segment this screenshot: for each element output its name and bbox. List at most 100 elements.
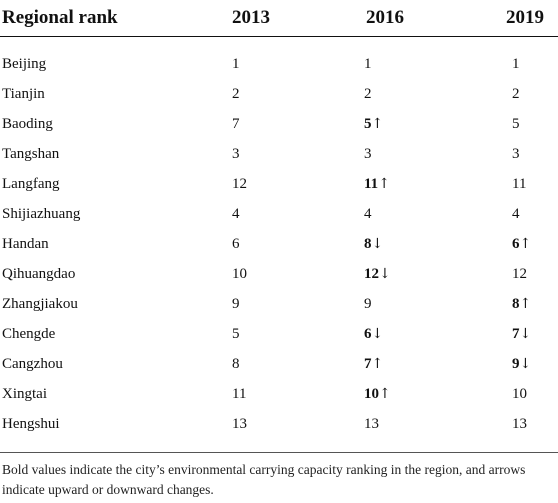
arrow-up-icon: ↑ bbox=[378, 175, 390, 192]
table-row: Tianjin 2 2 2 bbox=[0, 79, 558, 109]
rank-2013-cell: 4 bbox=[232, 205, 240, 222]
rank-2016-cell: 7↑ bbox=[362, 349, 496, 379]
rank-2016-cell: 9 bbox=[362, 289, 496, 319]
city-name-cell: Tangshan bbox=[2, 145, 60, 162]
rank-value: 4 bbox=[364, 205, 372, 222]
rank-value: 6 bbox=[512, 235, 520, 252]
city-name-cell: Zhangjiakou bbox=[2, 295, 78, 312]
rank-2013-cell: 12 bbox=[232, 175, 247, 192]
table-row: Tangshan 3 3 3 bbox=[0, 139, 558, 169]
rank-value: 6 bbox=[364, 325, 372, 342]
rank-2013-cell: 8 bbox=[232, 355, 240, 372]
arrow-down-icon: ↓ bbox=[519, 355, 532, 372]
rank-value: 4 bbox=[512, 205, 520, 222]
rank-2016-cell: 4 bbox=[362, 199, 496, 229]
rank-2019-cell: 12 bbox=[496, 259, 558, 289]
table-row: Zhangjiakou 9 9 8↑ bbox=[0, 289, 558, 319]
table-row: Qihuangdao 10 12↓ 12 bbox=[0, 259, 558, 289]
rank-2016-cell: 3 bbox=[362, 139, 496, 169]
rank-value: 10 bbox=[364, 385, 379, 402]
rank-value: 3 bbox=[512, 145, 520, 162]
rank-value: 2 bbox=[364, 85, 372, 102]
rank-value: 9 bbox=[364, 295, 372, 312]
rank-2016-cell: 2 bbox=[362, 79, 496, 109]
rank-2019-cell: 10 bbox=[496, 379, 558, 409]
rank-value: 8 bbox=[364, 235, 372, 252]
table-footnote: Bold values indicate the city’s environm… bbox=[2, 462, 526, 497]
city-name-cell: Cangzhou bbox=[2, 355, 63, 372]
rank-2013-cell: 13 bbox=[232, 415, 247, 432]
rank-value: 13 bbox=[512, 415, 527, 432]
rank-2016-cell: 5↑ bbox=[362, 109, 496, 139]
rank-2016-cell: 10↑ bbox=[362, 379, 496, 409]
rank-2016-cell: 12↓ bbox=[362, 259, 496, 289]
rank-2013-cell: 9 bbox=[232, 295, 240, 312]
table-row: Hengshui 13 13 13 bbox=[0, 409, 558, 439]
rank-2019-cell: 2 bbox=[496, 79, 558, 109]
rank-value: 5 bbox=[364, 115, 372, 132]
rank-2019-cell: 4 bbox=[496, 199, 558, 229]
ranking-table: Regional rank 2013 2016 2019 Beijing 1 1 1 T… bbox=[0, 0, 558, 439]
table-row: Cangzhou 8 7↑ 9↓ bbox=[0, 349, 558, 379]
rank-value: 3 bbox=[364, 145, 372, 162]
rank-2019-cell: 3 bbox=[496, 139, 558, 169]
city-name-cell: Qihuangdao bbox=[2, 265, 76, 282]
table-body: Beijing 1 1 1 Tianjin 2 2 2 Baoding 7 5↑ 5 Tangshan 3… bbox=[0, 49, 558, 439]
rank-2013-cell: 6 bbox=[232, 235, 240, 252]
rank-2016-cell: 8↓ bbox=[362, 229, 496, 259]
rank-2013-cell: 3 bbox=[232, 145, 240, 162]
ranking-table-container: Regional rank 2013 2016 2019 Beijing 1 1 1 T… bbox=[0, 0, 558, 439]
rank-value: 1 bbox=[364, 55, 372, 72]
arrow-down-icon: ↓ bbox=[519, 325, 532, 342]
rank-value: 12 bbox=[364, 265, 379, 282]
rank-2016-cell: 13 bbox=[362, 409, 496, 439]
arrow-down-icon: ↓ bbox=[371, 325, 384, 342]
rank-2013-cell: 10 bbox=[232, 265, 247, 282]
rank-value: 5 bbox=[512, 115, 520, 132]
rank-2013-cell: 7 bbox=[232, 115, 240, 132]
header-2019: 2019 bbox=[506, 7, 544, 28]
table-header: Regional rank 2013 2016 2019 bbox=[0, 0, 558, 37]
arrow-down-icon: ↓ bbox=[371, 235, 384, 252]
arrow-up-icon: ↑ bbox=[379, 385, 391, 402]
header-2016: 2016 bbox=[366, 7, 404, 28]
rank-2013-cell: 11 bbox=[232, 385, 247, 402]
rank-2019-cell: 1 bbox=[496, 49, 558, 79]
city-name-cell: Hengshui bbox=[2, 415, 60, 432]
footnote-divider bbox=[0, 452, 558, 453]
city-name-cell: Xingtai bbox=[2, 385, 47, 402]
rank-value: 7 bbox=[364, 355, 372, 372]
table-row: Xingtai 11 10↑ 10 bbox=[0, 379, 558, 409]
city-name-cell: Baoding bbox=[2, 115, 53, 132]
rank-2013-cell: 2 bbox=[232, 85, 240, 102]
city-name-cell: Langfang bbox=[2, 175, 60, 192]
rank-value: 9 bbox=[512, 355, 520, 372]
arrow-up-icon: ↑ bbox=[371, 355, 384, 372]
rank-2016-cell: 11↑ bbox=[362, 169, 496, 199]
table-row: Handan 6 8↓ 6↑ bbox=[0, 229, 558, 259]
city-name-cell: Tianjin bbox=[2, 85, 45, 102]
header-2013: 2013 bbox=[232, 7, 270, 28]
rank-value: 2 bbox=[512, 85, 520, 102]
header-row: Regional rank 2013 2016 2019 bbox=[0, 0, 558, 37]
rank-value: 7 bbox=[512, 325, 520, 342]
table-row: Baoding 7 5↑ 5 bbox=[0, 109, 558, 139]
rank-value: 11 bbox=[364, 175, 379, 192]
rank-2013-cell: 5 bbox=[232, 325, 240, 342]
arrow-up-icon: ↑ bbox=[371, 115, 384, 132]
table-row: Beijing 1 1 1 bbox=[0, 49, 558, 79]
city-name-cell: Beijing bbox=[2, 55, 47, 72]
rank-2019-cell: 11 bbox=[496, 169, 558, 199]
rank-value: 12 bbox=[512, 265, 527, 282]
city-name-cell: Shijiazhuang bbox=[2, 205, 81, 222]
header-spacer bbox=[0, 37, 558, 49]
rank-2019-cell: 9↓ bbox=[496, 349, 558, 379]
arrow-up-icon: ↑ bbox=[519, 295, 532, 312]
table-row: Shijiazhuang 4 4 4 bbox=[0, 199, 558, 229]
table-row: Langfang 12 11↑ 11 bbox=[0, 169, 558, 199]
arrow-down-icon: ↓ bbox=[379, 265, 391, 282]
city-name-cell: Chengde bbox=[2, 325, 56, 342]
city-name-cell: Handan bbox=[2, 235, 49, 252]
rank-value: 1 bbox=[512, 55, 520, 72]
arrow-up-icon: ↑ bbox=[519, 235, 532, 252]
